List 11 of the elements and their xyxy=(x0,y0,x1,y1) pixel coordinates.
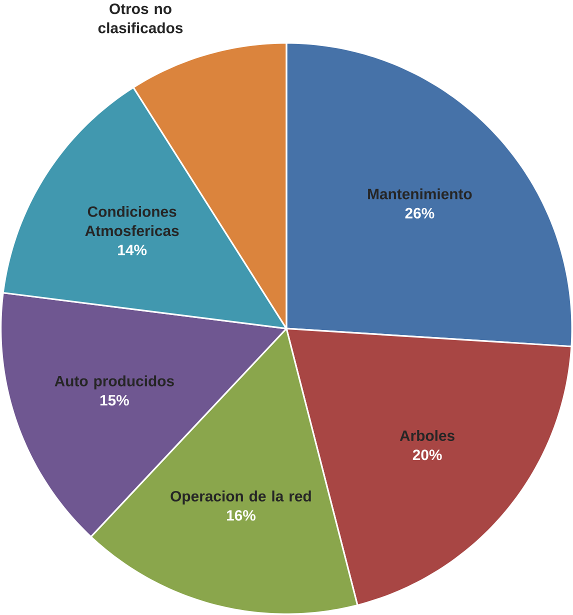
slice-label: Mantenimiento xyxy=(368,188,472,200)
data-label: 15% xyxy=(100,395,130,406)
data-label: 26% xyxy=(405,208,434,218)
slice-label: Operacion de la red xyxy=(170,490,311,504)
slice-label: Auto producidos xyxy=(54,375,174,390)
slice-label: Arboles xyxy=(400,430,455,441)
slice-label: Condiciones Atmosfericas xyxy=(85,206,179,236)
data-label: 16% xyxy=(227,510,256,521)
data-label: 20% xyxy=(412,450,442,460)
slice-label: Otros no clasificados xyxy=(98,4,183,34)
data-label: 14% xyxy=(118,244,147,256)
